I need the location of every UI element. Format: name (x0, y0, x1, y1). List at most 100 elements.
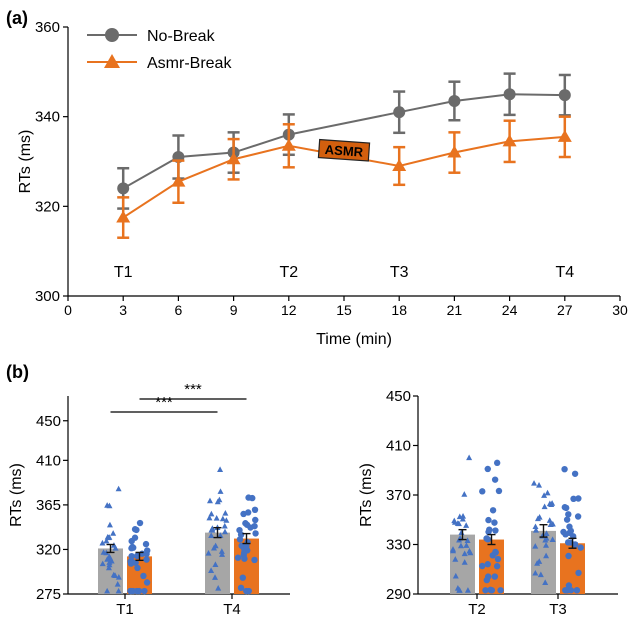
scatter-point-asmr-break (571, 470, 579, 477)
scatter-point-asmr-break (577, 544, 584, 551)
scatter-point-no-break (456, 587, 463, 593)
scatter-point-no-break (451, 517, 458, 524)
scatter-point-no-break (536, 482, 543, 488)
y-axis-label-b2: RTs (ms) (358, 463, 375, 527)
scatter-point-no-break (99, 539, 106, 546)
scatter-point-asmr-break (575, 495, 582, 502)
y-axis-label-a: RTs (ms) (17, 130, 34, 194)
scatter-point-asmr-break (571, 541, 579, 548)
scatter-point-no-break (222, 509, 229, 516)
x-tick-label-a: 24 (502, 302, 518, 318)
scatter-point-asmr-break (560, 528, 567, 536)
scatter-point-asmr-break (492, 527, 499, 534)
scatter-point-no-break (536, 558, 543, 564)
scatter-point-no-break (112, 572, 119, 578)
scatter-point-asmr-break (242, 520, 249, 527)
significance-label: *** (155, 394, 173, 411)
y-tick-label-b2: 290 (386, 586, 411, 603)
legend-marker-no-break (105, 28, 119, 42)
x-tick-label-a: 27 (557, 302, 573, 318)
data-point-no-break (503, 88, 516, 101)
scatter-point-asmr-break (132, 559, 139, 566)
scatter-point-no-break (221, 528, 228, 535)
scatter-point-asmr-break (240, 510, 247, 518)
scatter-point-asmr-break (494, 555, 502, 563)
scatter-point-asmr-break (489, 507, 497, 514)
scatter-point-asmr-break (573, 587, 581, 594)
scatter-point-no-break (536, 514, 543, 520)
scatter-point-no-break (547, 521, 554, 527)
data-point-asmr-break (447, 145, 462, 158)
scatter-point-no-break (461, 559, 468, 565)
scatter-point-no-break (461, 550, 468, 557)
scatter-point-asmr-break (567, 587, 575, 594)
scatter-point-no-break (106, 534, 113, 540)
scatter-point-asmr-break (135, 587, 143, 595)
data-point-asmr-break (557, 129, 572, 142)
scatter-point-no-break (209, 525, 216, 531)
panel-label-b: (b) (6, 362, 29, 382)
bar-no-break-t1 (98, 548, 123, 594)
scatter-point-no-break (466, 547, 473, 554)
scatter-point-asmr-break (142, 540, 150, 548)
x-axis-label-a: Time (min) (316, 331, 392, 348)
scatter-point-no-break (537, 571, 544, 578)
scatter-point-no-break (208, 567, 215, 574)
scatter-point-no-break (543, 530, 550, 536)
scatter-point-no-break (217, 466, 224, 472)
scatter-point-no-break (221, 522, 228, 529)
scatter-point-asmr-break (143, 556, 150, 563)
scatter-point-asmr-break (245, 587, 252, 595)
y-tick-label-b2: 450 (386, 388, 411, 405)
scatter-point-asmr-break (565, 511, 572, 518)
scatter-point-asmr-break (488, 587, 495, 594)
scatter-point-no-break (459, 515, 466, 522)
data-point-no-break (448, 94, 461, 107)
scatter-point-no-break (466, 454, 473, 461)
scatter-point-no-break (99, 560, 106, 567)
scatter-point-asmr-break (561, 465, 568, 473)
time-label-t3: T3 (390, 264, 409, 281)
scatter-point-asmr-break (245, 494, 252, 501)
scatter-point-no-break (544, 489, 551, 496)
scatter-point-no-break (532, 569, 539, 576)
scatter-point-no-break (218, 548, 225, 554)
scatter-point-no-break (223, 517, 230, 523)
scatter-point-no-break (546, 517, 553, 523)
scatter-point-no-break (452, 556, 459, 562)
y-tick-label-b2: 330 (386, 537, 411, 554)
scatter-point-asmr-break (131, 534, 139, 541)
scatter-point-asmr-break (251, 556, 258, 564)
scatter-point-asmr-break (251, 506, 259, 514)
scatter-point-asmr-break (252, 516, 259, 524)
scatter-point-no-break (461, 491, 468, 497)
scatter-point-asmr-break (497, 587, 504, 594)
time-label-t2: T2 (279, 264, 298, 281)
x-tick-label-a: 9 (230, 302, 238, 318)
scatter-point-no-break (450, 546, 457, 552)
asmr-label: ASMR (324, 142, 364, 160)
scatter-point-no-break (212, 574, 219, 580)
scatter-point-asmr-break (495, 487, 503, 495)
x-tick-label-a: 18 (391, 302, 407, 318)
scatter-point-asmr-break (484, 465, 491, 473)
scatter-point-asmr-break (241, 555, 248, 562)
scatter-point-asmr-break (136, 519, 144, 527)
scatter-point-asmr-break (485, 528, 492, 536)
scatter-point-asmr-break (144, 547, 151, 554)
y-tick-label-a: 300 (35, 288, 60, 305)
scatter-point-no-break (543, 552, 550, 559)
scatter-point-no-break (464, 587, 471, 593)
time-label-t4: T4 (555, 264, 574, 281)
x-tick-label-a: 3 (119, 302, 127, 318)
y-tick-label-b1: 275 (36, 586, 61, 603)
scatter-point-no-break (464, 537, 471, 544)
scatter-point-no-break (542, 579, 549, 586)
scatter-point-no-break (215, 584, 222, 591)
scatter-point-no-break (541, 492, 548, 498)
scatter-point-asmr-break (485, 516, 492, 524)
scatter-point-asmr-break (574, 513, 582, 520)
x-tick-label-a: 0 (64, 302, 72, 318)
scatter-point-asmr-break (570, 495, 577, 503)
scatter-point-asmr-break (492, 548, 499, 556)
